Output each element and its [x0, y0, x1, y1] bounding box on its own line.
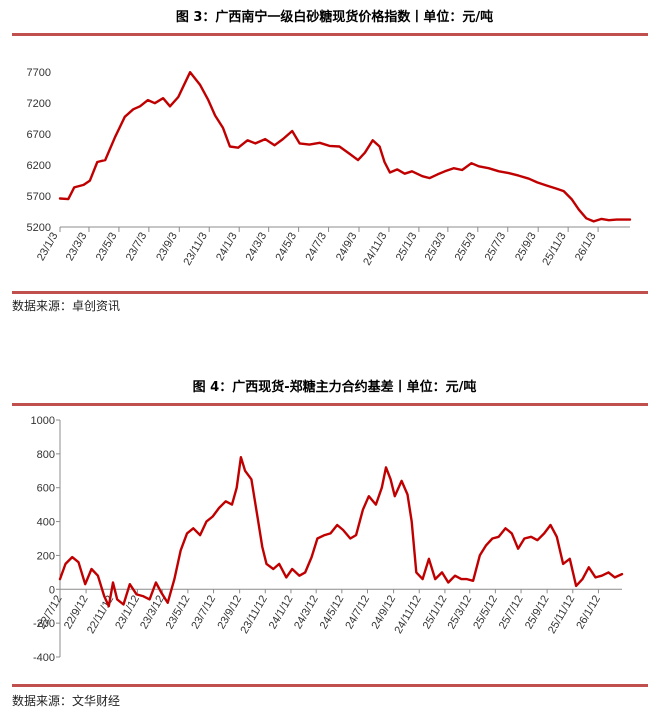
chart2-bottom-rule [12, 684, 648, 687]
x-tick-label: 25/9/3 [513, 231, 539, 263]
y-tick-label: 5200 [27, 222, 51, 234]
y-tick-label: 200 [37, 550, 55, 562]
y-tick-label: 800 [37, 449, 55, 461]
x-tick-label: 23/1/3 [35, 231, 61, 263]
x-tick-label: 23/5/3 [94, 231, 120, 263]
x-tick-label: 23/7/3 [124, 231, 150, 263]
x-tick-label: 25/5/3 [453, 231, 479, 263]
chart2-title: 图 4：广西现货-郑糖主力合约基差丨单位：元/吨 [192, 380, 477, 395]
x-tick-label: 23/3/3 [64, 231, 90, 263]
x-tick-label: 24/11/3 [361, 231, 389, 268]
chart2-top-rule [12, 403, 648, 406]
y-tick-label: 6200 [27, 160, 51, 172]
y-tick-label: 600 [37, 483, 55, 495]
chart1-plot: 5200 5700 6200 6700 7200 7700 23/1/3 23/3/3 23/5… [27, 67, 632, 268]
x-tick-label: 25/3/3 [423, 231, 449, 263]
y-tick-label: 7200 [27, 98, 51, 110]
x-tick-label: 24/5/3 [274, 231, 300, 263]
y-tick-label: 5700 [27, 191, 51, 203]
y-tick-label: 7700 [27, 67, 51, 79]
chart1-bottom-rule [12, 291, 648, 294]
y-tick-label: -200 [33, 618, 55, 630]
x-tick-label: 24/7/3 [303, 231, 329, 263]
x-tick-label: 24/1/3 [214, 231, 240, 263]
x-tick-label: 25/7/12 [497, 594, 526, 632]
x-tick-label: 23/7/12 [189, 594, 218, 632]
y-tick-label: 400 [37, 517, 55, 529]
chart1-source: 数据来源：卓创资讯 [12, 299, 121, 313]
x-tick-label: 23/11/3 [182, 231, 210, 268]
x-tick-label: 25/1/3 [394, 231, 420, 263]
chart2-source: 数据来源：文华财经 [12, 694, 121, 708]
x-tick-label: 24/9/3 [334, 231, 360, 263]
x-tick-label: 24/7/12 [343, 594, 372, 632]
x-tick-label: 24/3/3 [244, 231, 270, 263]
y-tick-label: 6700 [27, 129, 51, 141]
series-line [58, 456, 624, 608]
x-tick-label: 23/9/3 [154, 231, 180, 263]
y-tick-label: 0 [49, 584, 55, 596]
series-line [58, 71, 632, 223]
x-tick-label: 26/1/12 [574, 594, 603, 632]
chart1-title: 图 3：广西南宁一级白砂糖现货价格指数丨单位：元/吨 [175, 10, 494, 25]
y-tick-label: 1000 [31, 415, 55, 427]
chart2-plot: -400-2000200400600800100022/7/1222/9/122… [31, 415, 624, 664]
y-tick-label: -400 [33, 652, 55, 664]
x-tick-label: 25/7/3 [483, 231, 509, 263]
x-tick-label: 25/11/3 [540, 231, 568, 268]
chart1-top-rule [12, 33, 648, 36]
x-tick-label: 26/1/3 [573, 231, 599, 263]
